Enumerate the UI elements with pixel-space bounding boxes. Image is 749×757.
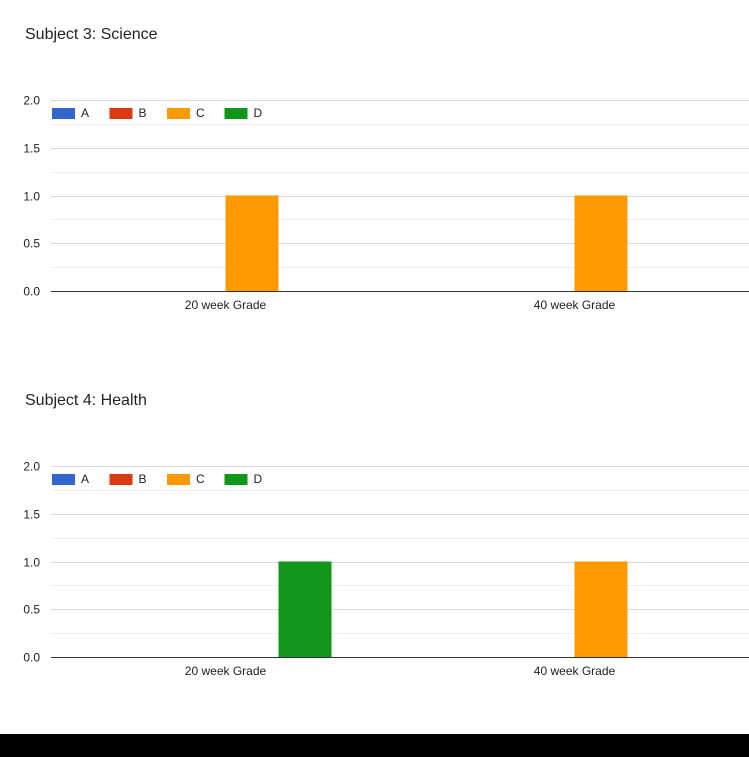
y-tick-label: 0.5 <box>23 237 40 251</box>
y-tick-label: 0.0 <box>23 651 40 665</box>
y-tick-label: 2.0 <box>23 94 40 108</box>
y-tick-label: 0.5 <box>23 603 40 617</box>
legend-swatch-b <box>109 474 133 485</box>
x-tick-label: 20 week Grade <box>185 298 267 312</box>
legend-swatch-d <box>224 108 248 119</box>
chart-plot: 0.0 0.5 1.0 1.5 2.0 20 week Grade 40 week Grad… <box>23 94 749 312</box>
legend-label-b: B <box>139 472 147 486</box>
bottom-bar <box>0 734 749 757</box>
x-tick-label: 40 week Grade <box>534 298 616 312</box>
y-tick-label: 1.0 <box>23 190 40 204</box>
legend-swatch-b <box>109 108 133 119</box>
legend-label-d: D <box>254 106 263 120</box>
legend-swatch-d <box>224 474 248 485</box>
legend-swatch-c <box>167 108 190 119</box>
legend-label-b: B <box>139 106 147 120</box>
x-tick-label: 40 week Grade <box>534 664 616 678</box>
legend-label-a: A <box>81 472 89 486</box>
bar-c-40-week <box>574 561 628 657</box>
legend-swatch-a <box>52 108 75 119</box>
chart-plot: 0.0 0.5 1.0 1.5 2.0 20 week Grade 40 week Grad… <box>23 460 749 678</box>
bar-d-20-week <box>278 561 332 657</box>
legend-label-d: D <box>254 472 263 486</box>
chart-science: Subject 3: Science 0.0 0.5 1.0 1.5 2.0 20 wee… <box>0 0 749 366</box>
legend-swatch-c <box>167 474 190 485</box>
y-tick-label: 1.5 <box>23 508 40 522</box>
legend-label-a: A <box>81 106 89 120</box>
x-tick-label: 20 week Grade <box>185 664 267 678</box>
y-tick-label: 0.0 <box>23 285 40 299</box>
legend-label-c: C <box>196 106 205 120</box>
chart-title: Subject 3: Science <box>25 26 158 43</box>
bar-c-20-week <box>225 195 279 291</box>
legend-label-c: C <box>196 472 205 486</box>
legend-swatch-a <box>52 474 75 485</box>
chart-health: Subject 4: Health 0.0 0.5 1.0 1.5 2.0 20 week… <box>0 366 749 734</box>
y-tick-label: 1.0 <box>23 556 40 570</box>
chart-title: Subject 4: Health <box>25 392 147 409</box>
y-tick-label: 2.0 <box>23 460 40 474</box>
y-tick-label: 1.5 <box>23 142 40 156</box>
bar-c-40-week <box>574 195 628 291</box>
